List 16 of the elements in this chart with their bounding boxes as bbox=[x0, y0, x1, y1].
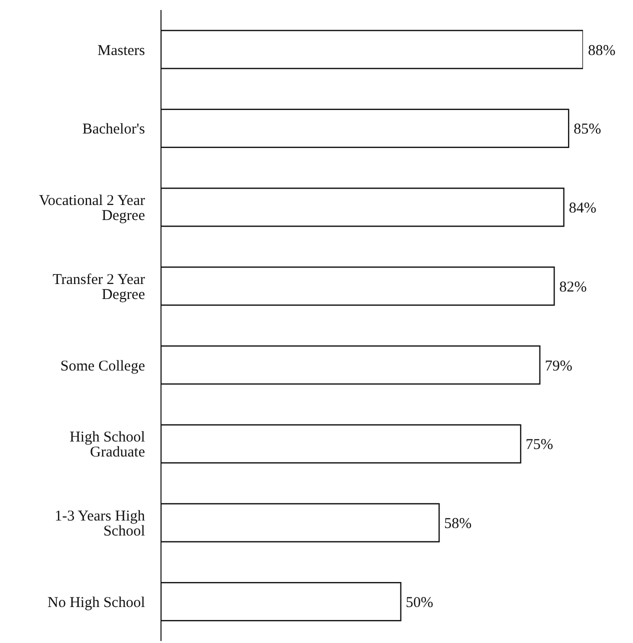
y-tick-label: No High School bbox=[48, 594, 145, 611]
data-label: 58% bbox=[444, 516, 472, 532]
y-tick-label: Masters bbox=[98, 42, 146, 59]
data-label: 75% bbox=[526, 437, 554, 454]
data-label: 88% bbox=[588, 42, 616, 59]
data-label: 50% bbox=[406, 594, 434, 611]
y-tick-label: Vocational 2 Year Degree bbox=[39, 193, 146, 224]
y-tick-label: 1-3 Years High School bbox=[54, 508, 146, 540]
data-label: 79% bbox=[544, 358, 572, 374]
y-tick-label: Some College bbox=[60, 358, 146, 374]
data-label: 85% bbox=[574, 122, 602, 138]
y-tick-label: High School Graduate bbox=[70, 430, 146, 461]
data-label: 82% bbox=[559, 279, 587, 296]
y-tick-label: Bachelor's bbox=[82, 122, 146, 138]
y-tick-label: Transfer 2 Year Degree bbox=[52, 272, 146, 303]
data-label: 84% bbox=[568, 200, 596, 217]
